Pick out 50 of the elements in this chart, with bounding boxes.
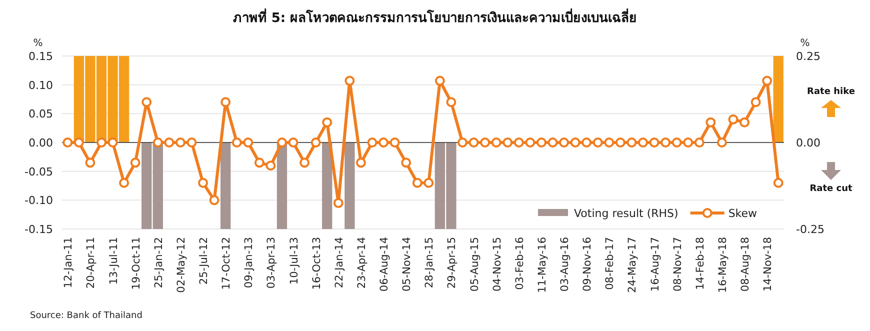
y-tick-label: 0.05 bbox=[28, 108, 53, 121]
y2-axis-title: % bbox=[800, 38, 810, 49]
y-tick-label: -0.05 bbox=[24, 165, 53, 178]
y2-tick-label: 0.00 bbox=[796, 136, 820, 150]
x-tick-label: 16-Oct-13 bbox=[310, 237, 323, 290]
y-tick-label: 0.15 bbox=[28, 50, 53, 63]
x-tick-label: 16-May-18 bbox=[716, 237, 729, 293]
legend-label: Voting result (RHS) bbox=[574, 207, 678, 220]
y2-tick-label: -0.25 bbox=[796, 223, 824, 236]
chart-title: ภาพที่ 5: ผลโหวตคณะกรรมการนโยบายการเงินและความเบี่ยงเบนเฉลี่ย bbox=[232, 8, 638, 26]
x-tick-label: 14-Feb-18 bbox=[694, 237, 706, 290]
x-tick-label: 05-Aug-15 bbox=[468, 237, 481, 292]
x-tick-label: 06-Aug-14 bbox=[378, 236, 391, 292]
x-tick-label: 28-Jan-15 bbox=[424, 237, 436, 288]
x-tick-label: 13-Jul-11 bbox=[108, 237, 120, 285]
x-tick-label: 03-Apr-13 bbox=[266, 237, 278, 289]
x-tick-label: 14-Nov-18 bbox=[762, 237, 774, 292]
x-tick-label: 03-Aug-16 bbox=[559, 236, 572, 292]
x-tick-label: 19-Oct-11 bbox=[130, 237, 142, 290]
x-tick-label: 23-Apr-14 bbox=[356, 236, 368, 289]
x-tick-label: 03-Feb-16 bbox=[514, 236, 526, 290]
y-tick-label: 0.00 bbox=[28, 136, 53, 150]
x-tick-label: 17-Oct-12 bbox=[220, 237, 233, 290]
y-axis-title: % bbox=[33, 38, 43, 49]
x-tick-label: 08-Nov-17 bbox=[672, 237, 684, 292]
text: Rate hike bbox=[807, 87, 855, 97]
x-tick-label: 08-Feb-17 bbox=[604, 237, 616, 290]
x-tick-label: 11-May-16 bbox=[536, 236, 548, 293]
text: Rate cut bbox=[810, 184, 853, 194]
x-tick-label: 05-Nov-14 bbox=[401, 236, 414, 292]
legend-label: Skew bbox=[728, 207, 758, 220]
x-tick-label: 25-Jan-12 bbox=[152, 237, 165, 288]
x-tick-label: 10-Jul-13 bbox=[288, 237, 300, 285]
x-tick-label: 02-May-12 bbox=[175, 237, 188, 293]
source-note: Source: Bank of Thailand bbox=[30, 311, 142, 321]
x-tick-label: 25-Jul-12 bbox=[198, 237, 210, 285]
x-tick-label: 09-Jan-13 bbox=[243, 237, 256, 288]
y-tick-label: 0.10 bbox=[28, 78, 53, 92]
y-tick-label: -0.15 bbox=[24, 223, 53, 236]
x-tick-label: 08-Aug-18 bbox=[740, 237, 752, 292]
x-tick-label: 20-Apr-11 bbox=[85, 237, 98, 289]
y2-tick-label: 0.25 bbox=[796, 50, 820, 63]
y-tick-label: -0.10 bbox=[24, 194, 53, 208]
x-tick-label: 12-Jan-11 bbox=[62, 237, 75, 288]
x-tick-label: 29-Apr-15 bbox=[446, 237, 458, 289]
x-tick-label: 16-Aug-17 bbox=[649, 237, 662, 292]
x-tick-label: 22-Jan-14 bbox=[333, 236, 346, 288]
x-tick-label: 09-Nov-16 bbox=[582, 236, 594, 292]
x-tick-label: 04-Nov-15 bbox=[491, 237, 504, 292]
x-tick-label: 24-May-17 bbox=[626, 237, 639, 293]
